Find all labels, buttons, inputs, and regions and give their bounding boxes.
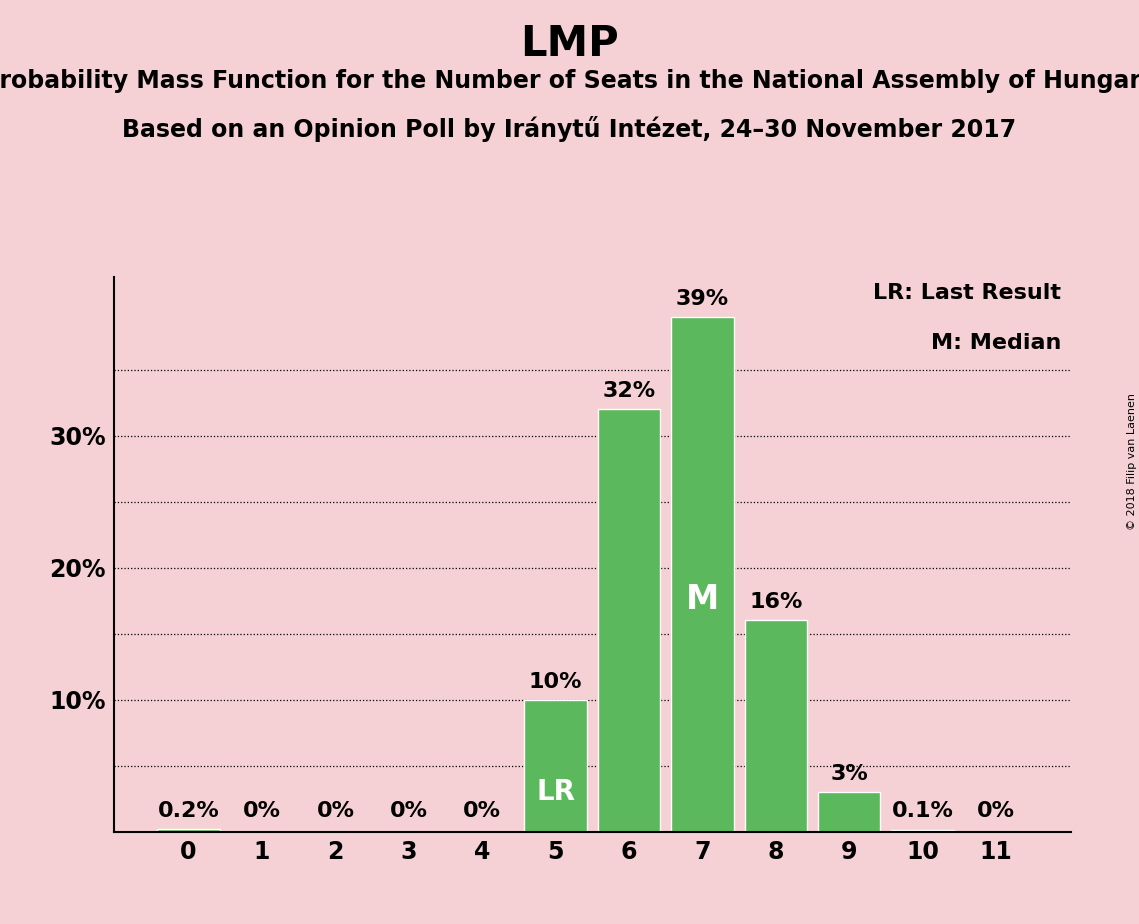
Text: © 2018 Filip van Laenen: © 2018 Filip van Laenen [1126, 394, 1137, 530]
Bar [671, 317, 734, 832]
Text: Based on an Opinion Poll by Iránytű Intézet, 24–30 November 2017: Based on an Opinion Poll by Iránytű Inté… [122, 116, 1017, 141]
Text: 3%: 3% [830, 764, 868, 784]
Text: M: M [686, 583, 719, 616]
Text: M: Median: M: Median [931, 333, 1062, 353]
Text: 32%: 32% [603, 382, 656, 401]
Bar [745, 620, 806, 832]
Bar [598, 409, 661, 832]
Text: 0%: 0% [243, 801, 281, 821]
Text: 10%: 10% [528, 672, 582, 692]
Bar [157, 829, 220, 832]
Bar [818, 792, 880, 832]
Bar [892, 831, 953, 832]
Text: 0.1%: 0.1% [892, 801, 953, 821]
Text: 0%: 0% [317, 801, 354, 821]
Text: 0%: 0% [390, 801, 428, 821]
Bar [524, 699, 587, 832]
Text: 0%: 0% [977, 801, 1015, 821]
Text: 39%: 39% [675, 289, 729, 309]
Text: Probability Mass Function for the Number of Seats in the National Assembly of Hu: Probability Mass Function for the Number… [0, 69, 1139, 93]
Text: 0%: 0% [464, 801, 501, 821]
Text: 0.2%: 0.2% [157, 801, 220, 821]
Text: LMP: LMP [521, 23, 618, 65]
Text: 16%: 16% [749, 592, 803, 613]
Text: LR: Last Result: LR: Last Result [874, 283, 1062, 303]
Text: LR: LR [536, 778, 575, 806]
